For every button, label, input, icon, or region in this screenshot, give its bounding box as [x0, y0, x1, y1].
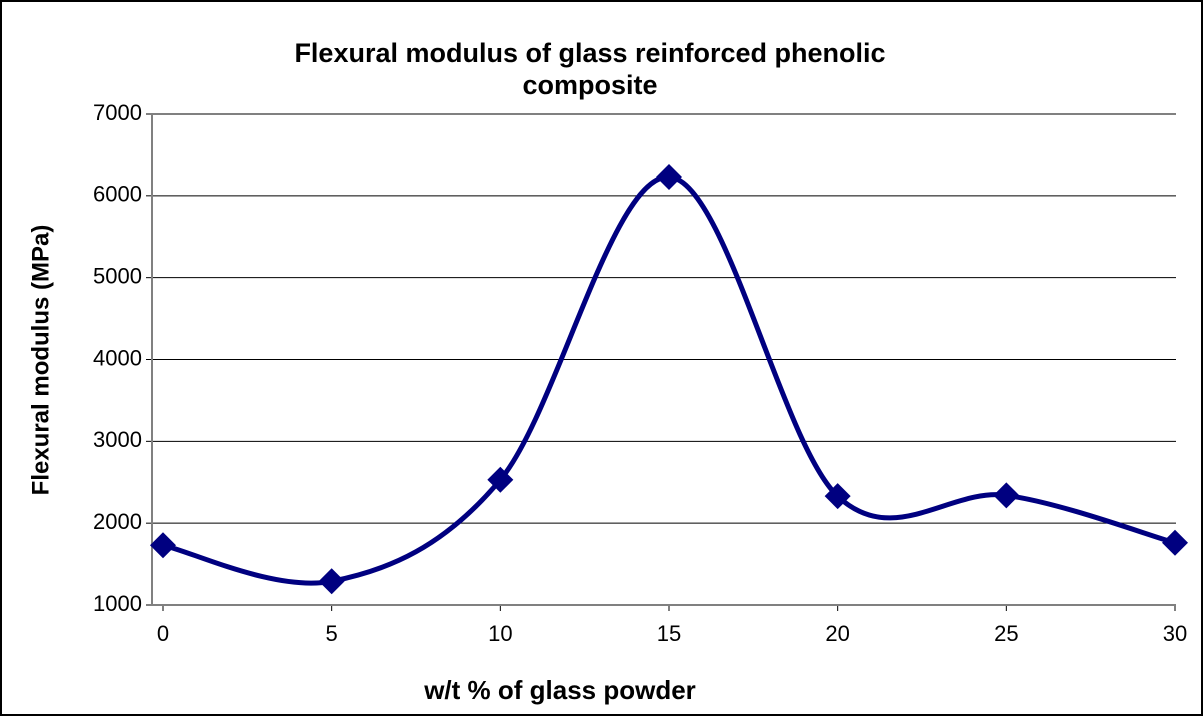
x-tick-label: 10 — [488, 621, 512, 646]
data-point — [318, 568, 345, 595]
y-tick-label: 6000 — [93, 182, 142, 207]
data-point — [656, 164, 682, 191]
y-tick-label: 7000 — [93, 100, 142, 125]
x-tick-label: 15 — [657, 621, 681, 646]
x-tick-label: 25 — [994, 621, 1018, 646]
chart-title: Flexural modulus of glass reinforced phe… — [294, 38, 885, 100]
data-point — [487, 466, 514, 493]
y-tick-label: 5000 — [93, 263, 142, 288]
data-point — [993, 482, 1020, 509]
x-tick-label: 5 — [326, 621, 338, 646]
x-tick-label: 30 — [1163, 621, 1187, 646]
data-point — [824, 483, 851, 510]
y-tick-label: 2000 — [93, 509, 142, 534]
y-tick-label: 3000 — [93, 427, 142, 452]
x-tick-label: 0 — [157, 621, 169, 646]
x-axis-label: w/t % of glass powder — [423, 675, 696, 705]
y-tick-label: 4000 — [93, 345, 142, 370]
x-tick-label: 20 — [825, 621, 849, 646]
data-point — [150, 532, 176, 559]
y-axis-label: Flexural modulus (MPa) — [27, 225, 54, 496]
y-tick-label: 1000 — [93, 591, 142, 616]
data-point — [1162, 529, 1188, 556]
